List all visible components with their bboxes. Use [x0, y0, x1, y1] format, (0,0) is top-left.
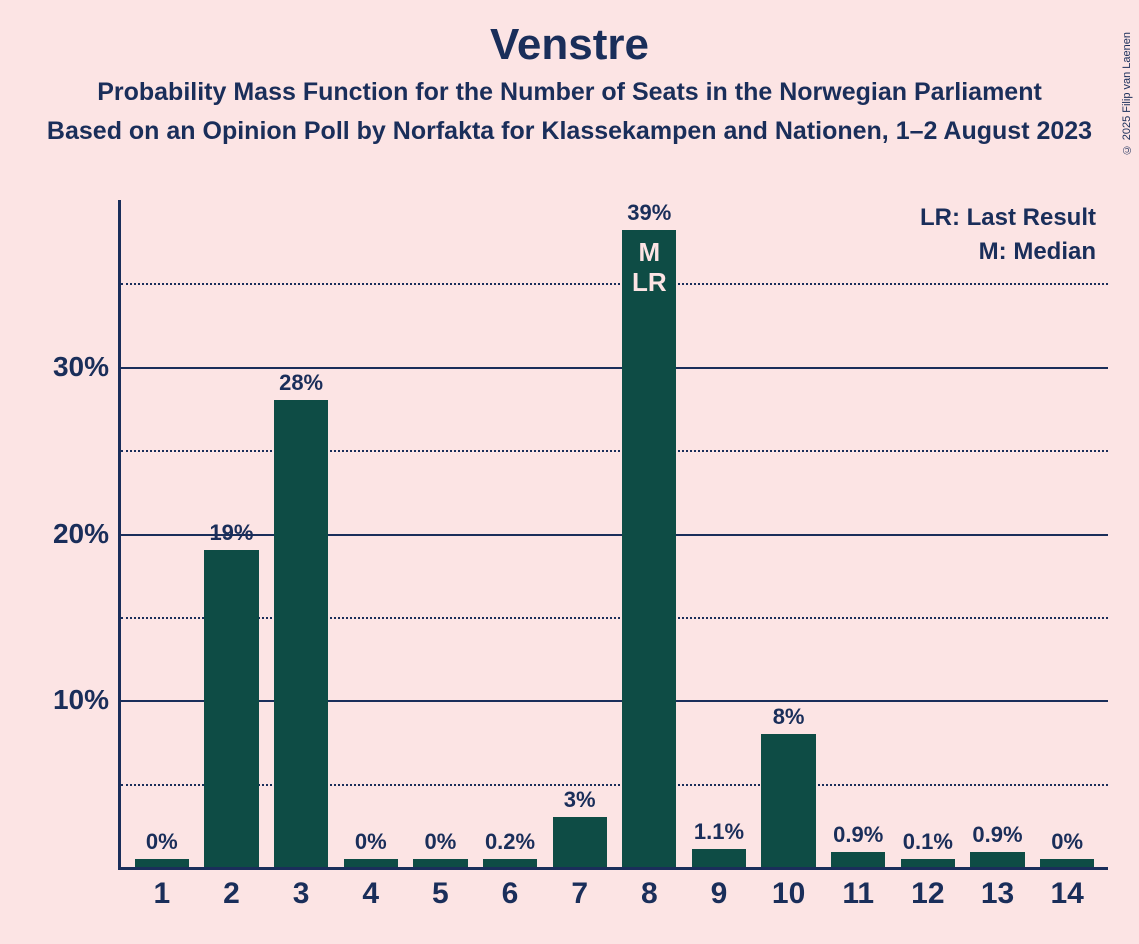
- chart-title: Venstre: [0, 20, 1139, 70]
- xtick-label: 1: [153, 877, 170, 911]
- bars-layer: 0%119%228%30%40%50.2%63%739%MLR81.1%98%1…: [121, 200, 1108, 867]
- bar: [135, 859, 189, 867]
- xtick-label: 12: [911, 877, 944, 911]
- bar: [344, 859, 398, 867]
- bar-value-label: 0%: [355, 829, 387, 855]
- bar: MLR: [622, 230, 676, 867]
- bar-slot: 0%4: [336, 200, 406, 867]
- chart-subtitle-1: Probability Mass Function for the Number…: [0, 78, 1139, 107]
- bar-slot: 0.2%6: [475, 200, 545, 867]
- bar-value-label: 0.9%: [972, 822, 1022, 848]
- bar-slot: 28%3: [266, 200, 336, 867]
- xtick-label: 14: [1050, 877, 1083, 911]
- bar-value-label: 8%: [773, 704, 805, 730]
- xtick-label: 7: [571, 877, 588, 911]
- bar-slot: 3%7: [545, 200, 615, 867]
- bar: [274, 400, 328, 867]
- bar-slot: 0.9%11: [823, 200, 893, 867]
- xtick-label: 13: [981, 877, 1014, 911]
- xtick-label: 9: [711, 877, 728, 911]
- bar-slot: 39%MLR8: [614, 200, 684, 867]
- xtick-label: 3: [293, 877, 310, 911]
- bar-value-label: 0.2%: [485, 829, 535, 855]
- bar: [1040, 859, 1094, 867]
- bar-slot: 0%5: [406, 200, 476, 867]
- bar: [553, 817, 607, 867]
- bar: [204, 550, 258, 867]
- bar-slot: 8%10: [754, 200, 824, 867]
- xtick-label: 11: [842, 877, 874, 911]
- bar-value-label: 0%: [1051, 829, 1083, 855]
- xtick-label: 6: [502, 877, 519, 911]
- bar-slot: 0%14: [1032, 200, 1102, 867]
- bar-value-label: 1.1%: [694, 819, 744, 845]
- bar: [761, 734, 815, 867]
- ytick-label: 20%: [53, 518, 109, 550]
- bar-value-label: 3%: [564, 787, 596, 813]
- xtick-label: 8: [641, 877, 658, 911]
- chart-container: Venstre Probability Mass Function for th…: [0, 20, 1139, 944]
- xtick-label: 2: [223, 877, 240, 911]
- bar-value-label: 19%: [209, 520, 253, 546]
- bar: [970, 852, 1024, 867]
- ytick-label: 30%: [53, 351, 109, 383]
- bar: [483, 859, 537, 867]
- xtick-label: 10: [772, 877, 805, 911]
- xtick-label: 5: [432, 877, 449, 911]
- bar: [901, 859, 955, 867]
- bar-value-label: 28%: [279, 370, 323, 396]
- bar: [831, 852, 885, 867]
- bar-slot: 19%2: [197, 200, 267, 867]
- bar-value-label: 0%: [424, 829, 456, 855]
- bar-value-label: 0.9%: [833, 822, 883, 848]
- bar-value-label: 0.1%: [903, 829, 953, 855]
- chart-subtitle-2: Based on an Opinion Poll by Norfakta for…: [0, 117, 1139, 146]
- ytick-label: 10%: [53, 684, 109, 716]
- bar-slot: 0%1: [127, 200, 197, 867]
- bar: [413, 859, 467, 867]
- bar: [692, 849, 746, 867]
- bar-slot: 0.1%12: [893, 200, 963, 867]
- xtick-label: 4: [362, 877, 379, 911]
- copyright-text: © 2025 Filip van Laenen: [1121, 32, 1133, 155]
- bar-slot: 0.9%13: [963, 200, 1033, 867]
- bar-annotation-last-result: LR: [632, 268, 667, 298]
- plot-area: LR: Last Result M: Median 10%20%30% 0%11…: [118, 200, 1108, 870]
- bar-slot: 1.1%9: [684, 200, 754, 867]
- bar-annotation-median: M: [638, 238, 660, 268]
- bar-value-label: 39%: [627, 200, 671, 226]
- bar-value-label: 0%: [146, 829, 178, 855]
